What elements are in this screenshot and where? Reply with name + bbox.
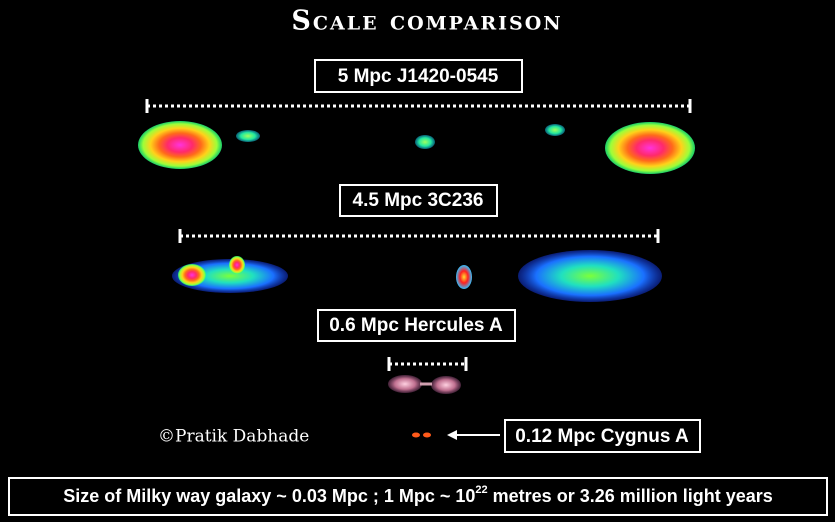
footer: Size of Milky way galaxy ~ 0.03 Mpc ; 1 … — [63, 484, 773, 506]
radio-core — [456, 265, 472, 289]
radio-lobe — [605, 122, 695, 174]
title: Scale comparison — [291, 6, 562, 37]
label: 0.6 Mpc Hercules A — [329, 315, 503, 336]
radio-lobe — [412, 432, 420, 438]
label-box — [314, 59, 523, 93]
label-box — [339, 184, 498, 217]
radio-knot — [236, 130, 260, 142]
label: 4.5 Mpc 3C236 — [353, 190, 484, 211]
label: 5 Mpc J1420-0545 — [338, 66, 499, 87]
radio-knot — [545, 124, 565, 136]
footer-box — [8, 477, 828, 516]
footer-text: Size of Milky way galaxy ~ 0.03 Mpc ; 1 … — [63, 486, 475, 506]
radio-lobe — [423, 432, 431, 438]
label-box — [504, 419, 701, 453]
radio-lobe — [388, 375, 422, 393]
radio-lobe — [138, 121, 222, 169]
radio-lobe — [518, 250, 662, 302]
radio-hotspot — [178, 264, 206, 286]
credit: ©Pratik Dabhade — [158, 427, 309, 447]
radio-lobe — [431, 376, 461, 394]
radio-hotspot — [229, 256, 245, 274]
arrow-head — [447, 430, 457, 440]
footer-exponent: 22 — [475, 484, 487, 496]
radio-knot — [415, 135, 435, 149]
footer-text: metres or 3.26 million light years — [488, 486, 773, 506]
label-box — [317, 309, 516, 342]
label: 0.12 Mpc Cygnus A — [515, 426, 689, 447]
